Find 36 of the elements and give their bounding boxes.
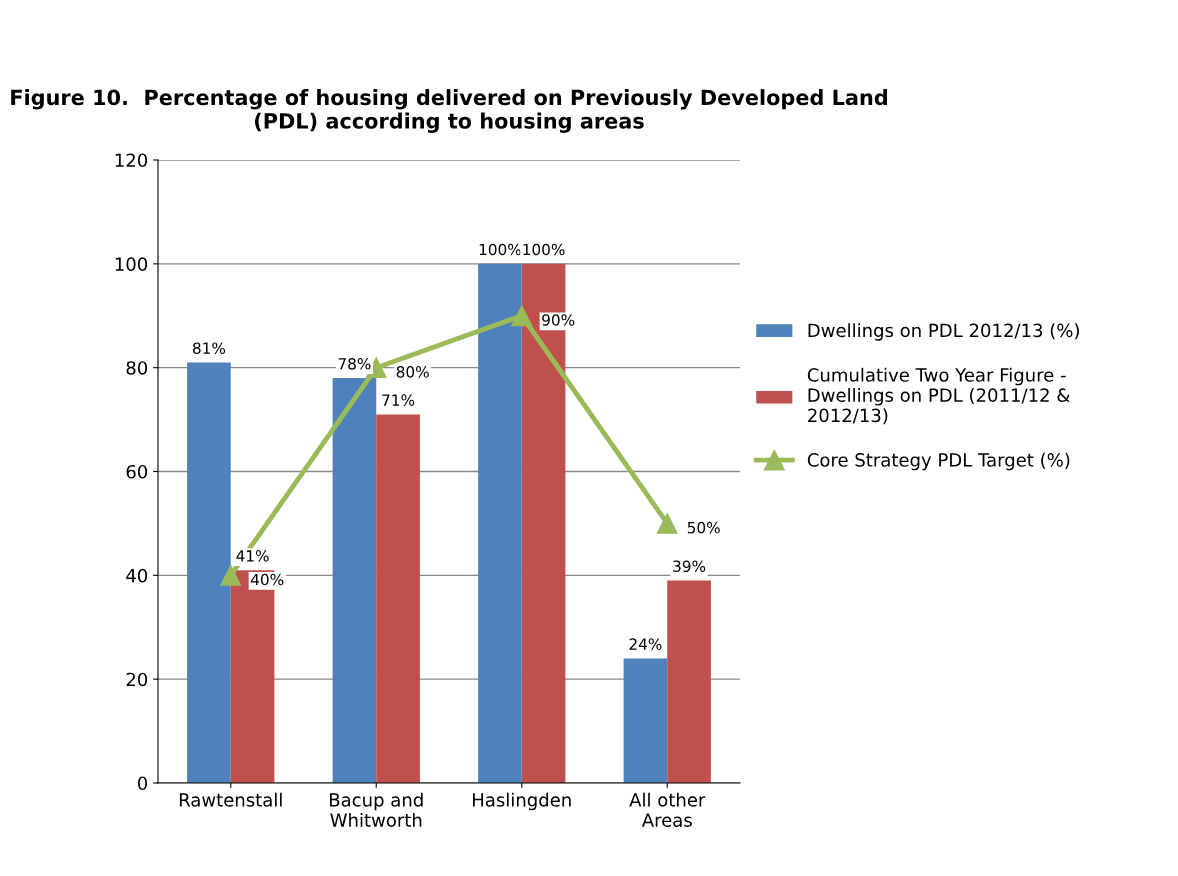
x-tick-label: Bacup and Whitworth [330,792,423,827]
bar [623,658,668,783]
data-label: 78% [338,357,371,370]
y-tick-label: 80 [126,361,148,375]
bar [187,362,231,783]
data-label: 24% [629,638,662,650]
data-label: 50% [687,521,720,534]
data-label: 90% [542,314,575,326]
y-tick-label: 60 [126,464,148,479]
data-label: 40% [250,573,284,586]
legend-label: Cumulative Two Year Figure - Dwellings on PDL (2011/12 & 2012/13) [807,367,1070,425]
data-label: 71% [382,394,415,406]
bar [376,414,420,783]
x-tick-label: Rawtenstall [179,792,282,807]
y-tick-label: 20 [126,672,148,687]
bar [478,263,522,783]
legend-label: Dwellings on PDL 2012/13 (%) [808,323,1079,341]
legend-label: Core Strategy PDL Target (%) [807,452,1070,471]
y-tick-label: 40 [126,568,148,583]
x-tick-label: All other Areas [629,792,706,827]
y-tick-label: 0 [137,776,148,791]
x-tick-label: Haslingden [473,792,571,811]
y-tick-label: 100 [115,257,148,271]
data-label: 39% [673,560,706,573]
point [511,305,533,327]
data-label: 100% [523,243,565,256]
data-label: 81% [192,342,226,354]
bar [667,580,711,783]
y-tick-label: 120 [115,153,148,168]
bar [332,378,377,783]
point [656,512,678,534]
data-label: 41% [236,550,269,562]
data-label: 80% [396,366,429,378]
chart-title: Figure 10. Percentage of housing delivered on Previously Developed Land (PDL) according to housing areas [11,89,887,133]
point [220,564,242,586]
data-label: 100% [479,243,521,256]
